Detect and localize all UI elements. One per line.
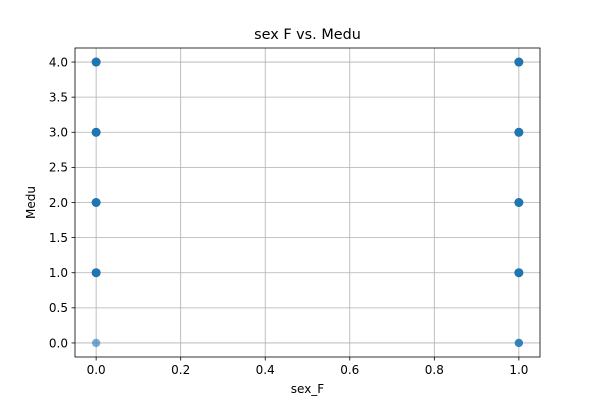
chart-title: sex F vs. Medu (254, 27, 361, 43)
y-tick-label: 0.5 (49, 301, 68, 315)
y-tick-label: 3.5 (49, 90, 68, 104)
x-tick-label: 0.6 (340, 363, 359, 377)
x-tick-label: 0.8 (425, 363, 444, 377)
y-tick-label: 0.0 (49, 336, 68, 350)
scatter-point-fill (514, 198, 524, 207)
scatter-point (514, 268, 524, 278)
scatter-point-fill (514, 338, 524, 348)
x-tick-label: 0.4 (256, 363, 275, 377)
y-ticks: 0.0 0.5 1.0 1.5 2.0 2.5 3.0 3.5 4.0 (49, 55, 75, 350)
scatter-point (514, 127, 524, 137)
scatter-point (514, 57, 524, 67)
grid-layer (75, 48, 540, 357)
scatter-point (91, 268, 101, 278)
scatter-point-fill (514, 268, 524, 277)
y-tick-label: 1.5 (49, 231, 68, 245)
scatter-point (91, 57, 101, 67)
scatter-point-fill (91, 128, 101, 137)
scatter-point-fill (91, 268, 101, 277)
scatter-point-fill (91, 198, 101, 207)
scatter-point (91, 198, 101, 207)
y-tick-label: 3.0 (49, 126, 68, 140)
scatter-point-fill (514, 128, 524, 137)
scatter-point (514, 338, 524, 348)
scatter-point (91, 338, 101, 348)
y-axis-label: Medu (24, 186, 38, 219)
y-tick-label: 1.0 (49, 266, 68, 280)
scatter-point (514, 198, 524, 207)
x-tick-label: 1.0 (509, 363, 528, 377)
scatter-point-fill (91, 338, 101, 348)
y-tick-label: 2.5 (49, 161, 68, 175)
y-tick-label: 2.0 (49, 196, 68, 210)
x-ticks: 0.0 0.2 0.4 0.6 0.8 1.0 (87, 357, 528, 377)
points-layer (91, 57, 524, 348)
scatter-point (91, 127, 101, 137)
x-axis-label: sex_F (291, 382, 325, 396)
y-tick-label: 4.0 (49, 55, 68, 69)
scatter-point-fill (514, 57, 524, 67)
x-tick-label: 0.0 (87, 363, 106, 377)
x-tick-label: 0.2 (171, 363, 190, 377)
scatter-point-fill (91, 57, 101, 67)
